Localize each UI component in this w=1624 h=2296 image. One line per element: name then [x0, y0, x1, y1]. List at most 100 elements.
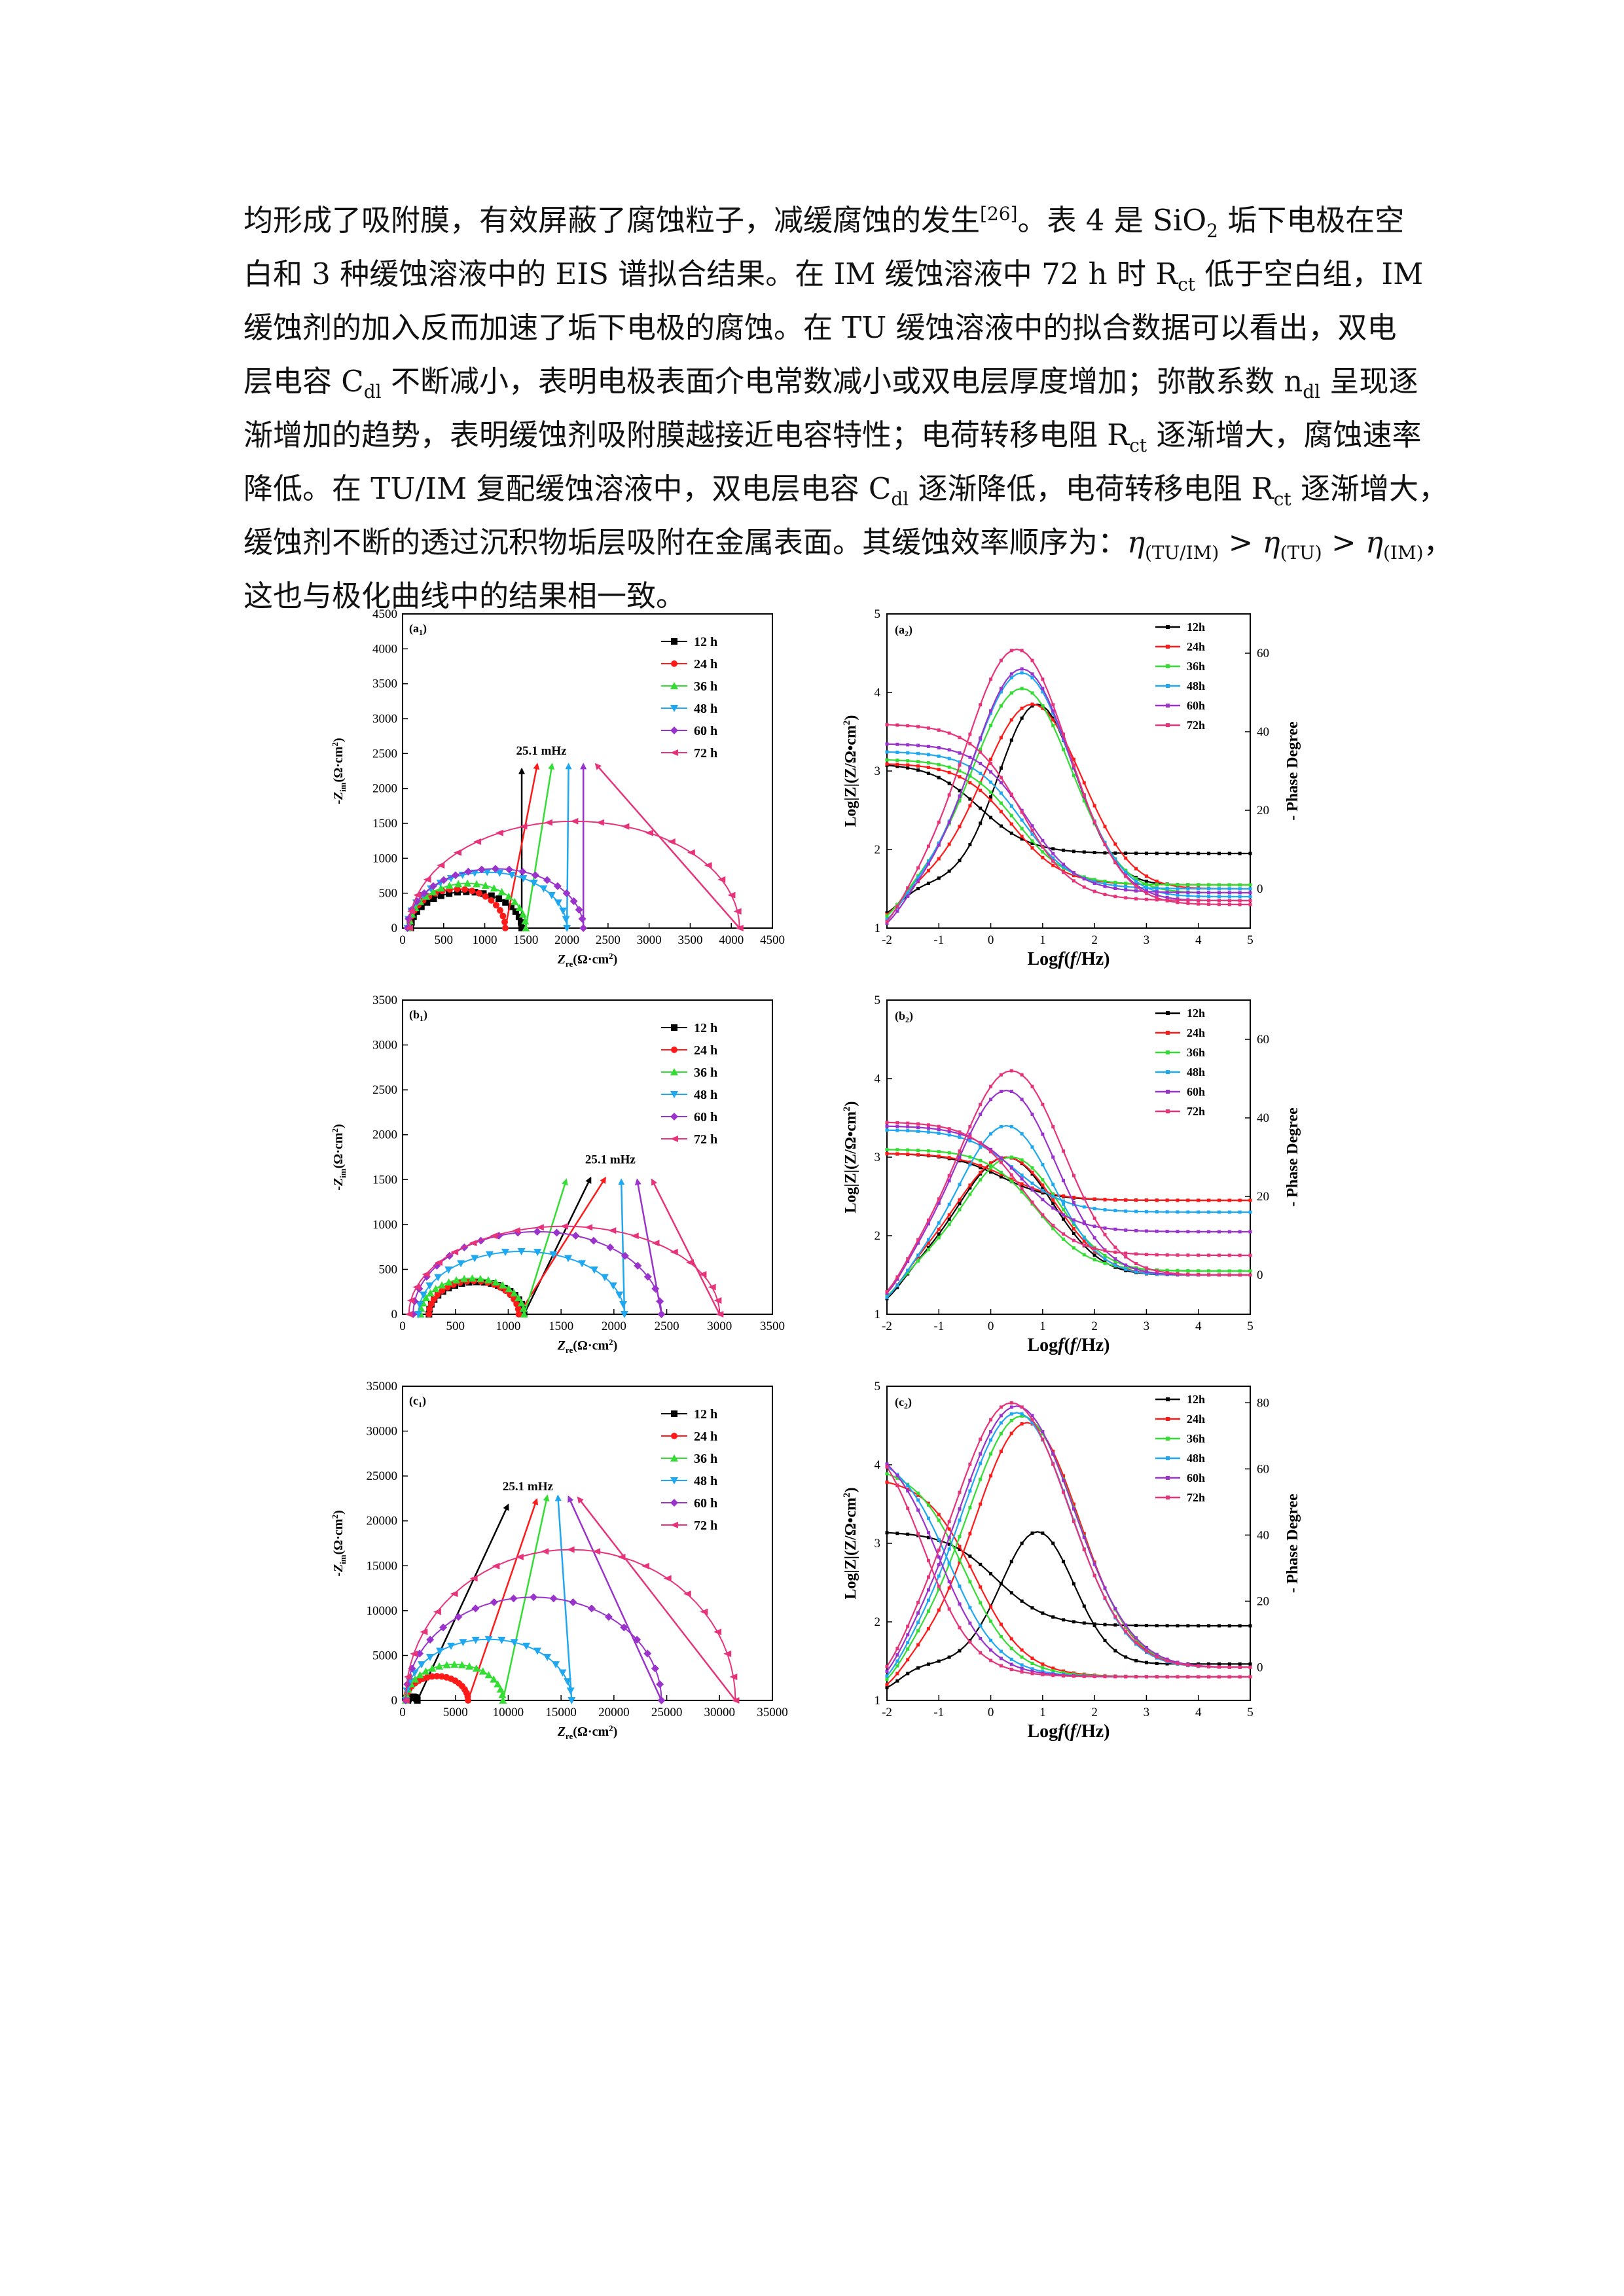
data-point [683, 1590, 691, 1598]
impedance-point [968, 1135, 972, 1139]
data-point [439, 876, 448, 884]
data-point [518, 867, 527, 876]
data-point [502, 899, 509, 906]
panel-label: (a2) [895, 623, 912, 638]
series-36h [401, 1494, 550, 1704]
impedance-point [1155, 890, 1159, 894]
y2-axis-label-group: - Phase Degree [1284, 721, 1301, 821]
impedance-point [1051, 859, 1055, 863]
impedance-point [1186, 1210, 1190, 1214]
phase-point [895, 909, 899, 913]
data-point [406, 1297, 415, 1304]
phase-point [1124, 1655, 1128, 1659]
phase-point [916, 1259, 920, 1263]
text-run: 缓蚀剂不断的透过沉积物垢层吸附在金属表面。其缓蚀效率顺序为： [244, 525, 1128, 560]
data-point [437, 892, 444, 899]
data-point [549, 1594, 558, 1603]
phase-point [916, 1253, 920, 1257]
data-point [484, 1276, 492, 1283]
y-axis-label-group: Log|Z|(Z/Ω•cm2) [842, 715, 859, 827]
impedance-point [1072, 1195, 1075, 1199]
impedance-point [1020, 1190, 1024, 1194]
phase-point [1113, 857, 1117, 861]
data-point [412, 1283, 421, 1291]
impedance-point [989, 1572, 993, 1576]
phase-point [1113, 842, 1117, 846]
phase-point [1113, 1615, 1117, 1619]
legend-marker [671, 660, 677, 667]
phase-point [885, 920, 889, 924]
impedance-point [1082, 1243, 1086, 1247]
impedance-point [968, 1155, 972, 1159]
impedance-point [1186, 852, 1190, 855]
panel-label: (a1) [409, 622, 427, 637]
impedance-point [1092, 1225, 1096, 1229]
legend-marker [1166, 1031, 1170, 1035]
x-tick-label: -2 [882, 1706, 892, 1719]
impedance-point [1155, 1253, 1159, 1257]
phase-point [1062, 732, 1066, 736]
x-axis-label: Logf(f/Hz) [1028, 949, 1110, 969]
legend-label: 24 h [694, 1429, 717, 1444]
series-72h [885, 648, 1252, 924]
impedance-point [989, 1648, 993, 1652]
phase-point [1051, 709, 1055, 713]
legend-marker [671, 1024, 677, 1031]
impedance-point [926, 1516, 930, 1520]
text-run: > [1322, 525, 1366, 560]
phase-point [885, 1674, 889, 1678]
y2-tick-label: 20 [1257, 1190, 1269, 1204]
data-point [609, 1282, 617, 1290]
x-tick-label: 1500 [513, 933, 538, 947]
y2-tick-label: 20 [1257, 804, 1269, 817]
impedance-point [1030, 832, 1034, 836]
phase-point [1144, 889, 1148, 893]
impedance-point [1020, 837, 1024, 841]
impedance-point [916, 1508, 920, 1512]
impedance-point [999, 801, 1003, 805]
data-point [507, 871, 516, 879]
data-point [569, 897, 578, 905]
impedance-point [1009, 814, 1013, 817]
legend-marker [671, 1047, 677, 1053]
impedance-line [886, 1153, 1250, 1202]
impedance-line [886, 1121, 1250, 1257]
impedance-point [1020, 1666, 1024, 1670]
impedance-point [1248, 1624, 1252, 1628]
phase-point [968, 1186, 972, 1190]
phase-point [989, 723, 993, 727]
impedance-line [886, 724, 1250, 902]
impedance-point [1020, 1184, 1024, 1188]
phase-point [1217, 1269, 1221, 1273]
data-point [645, 829, 653, 836]
impedance-point [885, 1462, 889, 1466]
x-tick-label: 3 [1144, 1706, 1150, 1719]
phase-point [1020, 667, 1024, 671]
impedance-point [1238, 883, 1242, 887]
impedance-point [1009, 1173, 1013, 1177]
data-point [428, 1664, 437, 1672]
impedance-point [1030, 1606, 1034, 1610]
impedance-point [1020, 1670, 1024, 1674]
data-point [469, 888, 476, 895]
impedance-point [1217, 1675, 1221, 1679]
phase-point [1113, 1246, 1117, 1249]
phase-point [926, 1588, 930, 1592]
series-12h [407, 767, 526, 931]
y-tick-label: 3500 [372, 994, 397, 1007]
impedance-point [1207, 1230, 1211, 1234]
series-60h [885, 1089, 1252, 1295]
phase-point [968, 1462, 972, 1466]
phase-point [1041, 687, 1045, 691]
phase-point [947, 1586, 951, 1590]
phase-point [1103, 1253, 1107, 1257]
impedance-point [906, 724, 910, 728]
impedance-point [937, 1585, 941, 1588]
impedance-point [989, 1170, 993, 1174]
impedance-point [916, 1153, 920, 1157]
bode-plot-c2: -2 -1 0 1 2 3 4 5 1 2 3 4 5 0 20 40 60 80 Logf(f/Hz) Log|Z|… [842, 1380, 1301, 1742]
phase-point [1092, 1573, 1096, 1577]
impedance-point [1113, 895, 1117, 899]
impedance-point [958, 1545, 962, 1549]
data-point [533, 1249, 542, 1257]
